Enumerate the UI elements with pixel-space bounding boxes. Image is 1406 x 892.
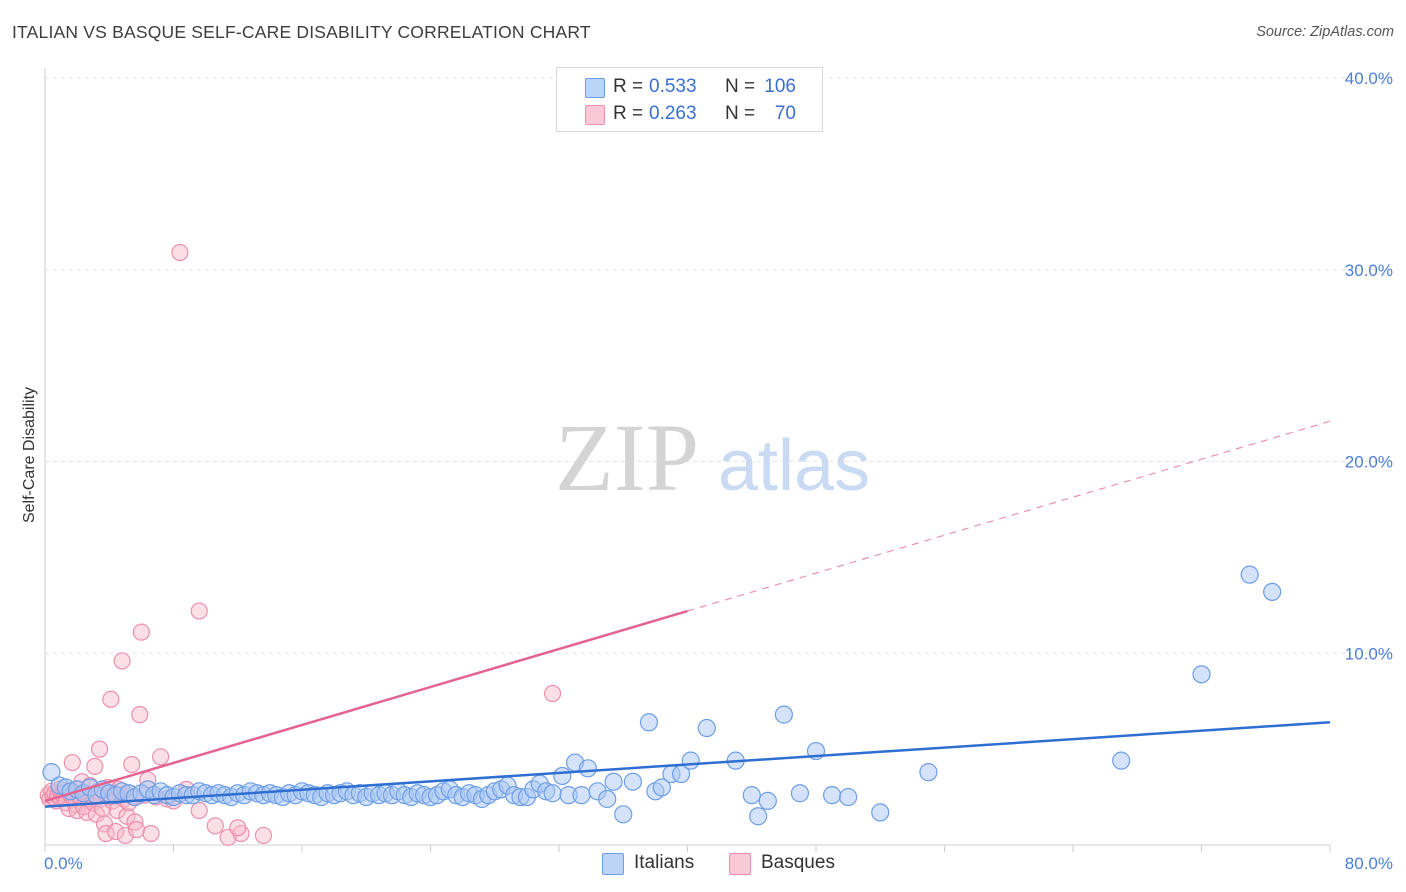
italians-point xyxy=(1112,751,1131,770)
italians-point xyxy=(871,803,890,822)
italians-point xyxy=(572,786,591,805)
basques-trendline xyxy=(44,609,688,803)
trendlines xyxy=(44,420,1331,808)
basques-legend-swatch xyxy=(729,853,751,875)
italians-point xyxy=(623,772,642,791)
italians-swatch xyxy=(585,78,605,98)
basques-point xyxy=(152,748,170,766)
basques-point xyxy=(543,684,562,703)
basques-point xyxy=(190,801,208,820)
italians-point xyxy=(1263,582,1282,601)
n-label: N = xyxy=(725,76,756,97)
y-tick-label: 30.0% xyxy=(1345,261,1393,280)
y-tick-labels: 10.0% 20.0% 30.0% 40.0% xyxy=(1345,69,1393,663)
basques-point xyxy=(171,243,189,262)
basques-point xyxy=(63,753,81,772)
basques-legend-label: Basques xyxy=(761,852,835,873)
legend-row-italians: R = 0.533 N = 106 xyxy=(557,75,822,101)
italians-point xyxy=(578,759,598,778)
italians-point xyxy=(697,718,716,738)
italians-point xyxy=(839,787,858,807)
axes xyxy=(44,68,1331,852)
watermark-atlas: atlas xyxy=(718,426,870,506)
source-attribution: Source: ZipAtlas.com xyxy=(1256,24,1394,40)
watermark-zip: ZIP xyxy=(555,404,699,511)
basques-point xyxy=(127,821,146,839)
italians-point xyxy=(758,791,777,810)
italians-point xyxy=(1240,565,1259,584)
italians-point xyxy=(1192,665,1211,684)
chart-title: ITALIAN VS BASQUE SELF-CARE DISABILITY C… xyxy=(12,22,591,42)
basques-points xyxy=(39,243,562,846)
y-tick-label: 10.0% xyxy=(1345,644,1393,663)
basques-point xyxy=(86,757,104,775)
correlation-legend: R = 0.533 N = 106 R = 0.263 N = 70 xyxy=(556,67,823,132)
basques-point xyxy=(107,822,125,841)
italians-point xyxy=(774,705,793,724)
basques-point xyxy=(190,602,208,620)
r-value: 0.263 xyxy=(649,103,697,124)
n-value: 106 xyxy=(764,76,796,97)
basques-point xyxy=(131,706,149,724)
gridlines xyxy=(45,77,1392,654)
watermark: ZIP atlas xyxy=(555,404,870,511)
italians-point xyxy=(543,784,562,803)
italians-trendline xyxy=(44,721,1331,808)
y-axis-label: Self-Care Disability xyxy=(21,387,38,523)
italians-point xyxy=(652,778,671,797)
italians-point xyxy=(790,784,810,803)
r-value: 0.533 xyxy=(649,76,697,97)
italians-point xyxy=(822,786,842,805)
x-tick-labels: 0.0% 80.0% xyxy=(44,854,1393,873)
x-tick-label-max: 80.0% xyxy=(1345,854,1393,873)
basques-point xyxy=(206,817,224,835)
basques-point xyxy=(132,623,150,641)
basques-point xyxy=(113,652,131,670)
italians-point xyxy=(681,751,700,770)
italians-legend-swatch xyxy=(602,853,624,875)
legend-row-basques: R = 0.263 N = 70 xyxy=(557,102,822,128)
r-label: R = xyxy=(613,76,644,97)
italians-point xyxy=(604,772,623,791)
n-label: N = xyxy=(725,103,756,124)
basques-point xyxy=(142,824,160,843)
y-tick-label: 40.0% xyxy=(1345,69,1393,88)
italians-point xyxy=(614,805,633,824)
italians-point xyxy=(919,763,938,782)
y-tick-label: 20.0% xyxy=(1345,453,1393,472)
italians-point xyxy=(42,763,61,782)
basques-point xyxy=(254,826,273,845)
x-tick-label-min: 0.0% xyxy=(44,854,83,873)
italians-point xyxy=(639,713,659,732)
italians-point xyxy=(749,807,768,826)
basques-point xyxy=(229,819,247,837)
basques-point xyxy=(102,690,120,708)
italians-points xyxy=(42,565,1282,826)
italians-legend-label: Italians xyxy=(634,852,695,873)
basques-point xyxy=(123,755,141,774)
italians-point xyxy=(598,789,617,809)
n-value: 70 xyxy=(774,103,796,124)
basques-swatch xyxy=(585,105,605,125)
italians-point xyxy=(553,766,572,786)
italians-point xyxy=(742,786,761,805)
r-label: R = xyxy=(613,103,644,124)
basques-point xyxy=(91,740,109,758)
